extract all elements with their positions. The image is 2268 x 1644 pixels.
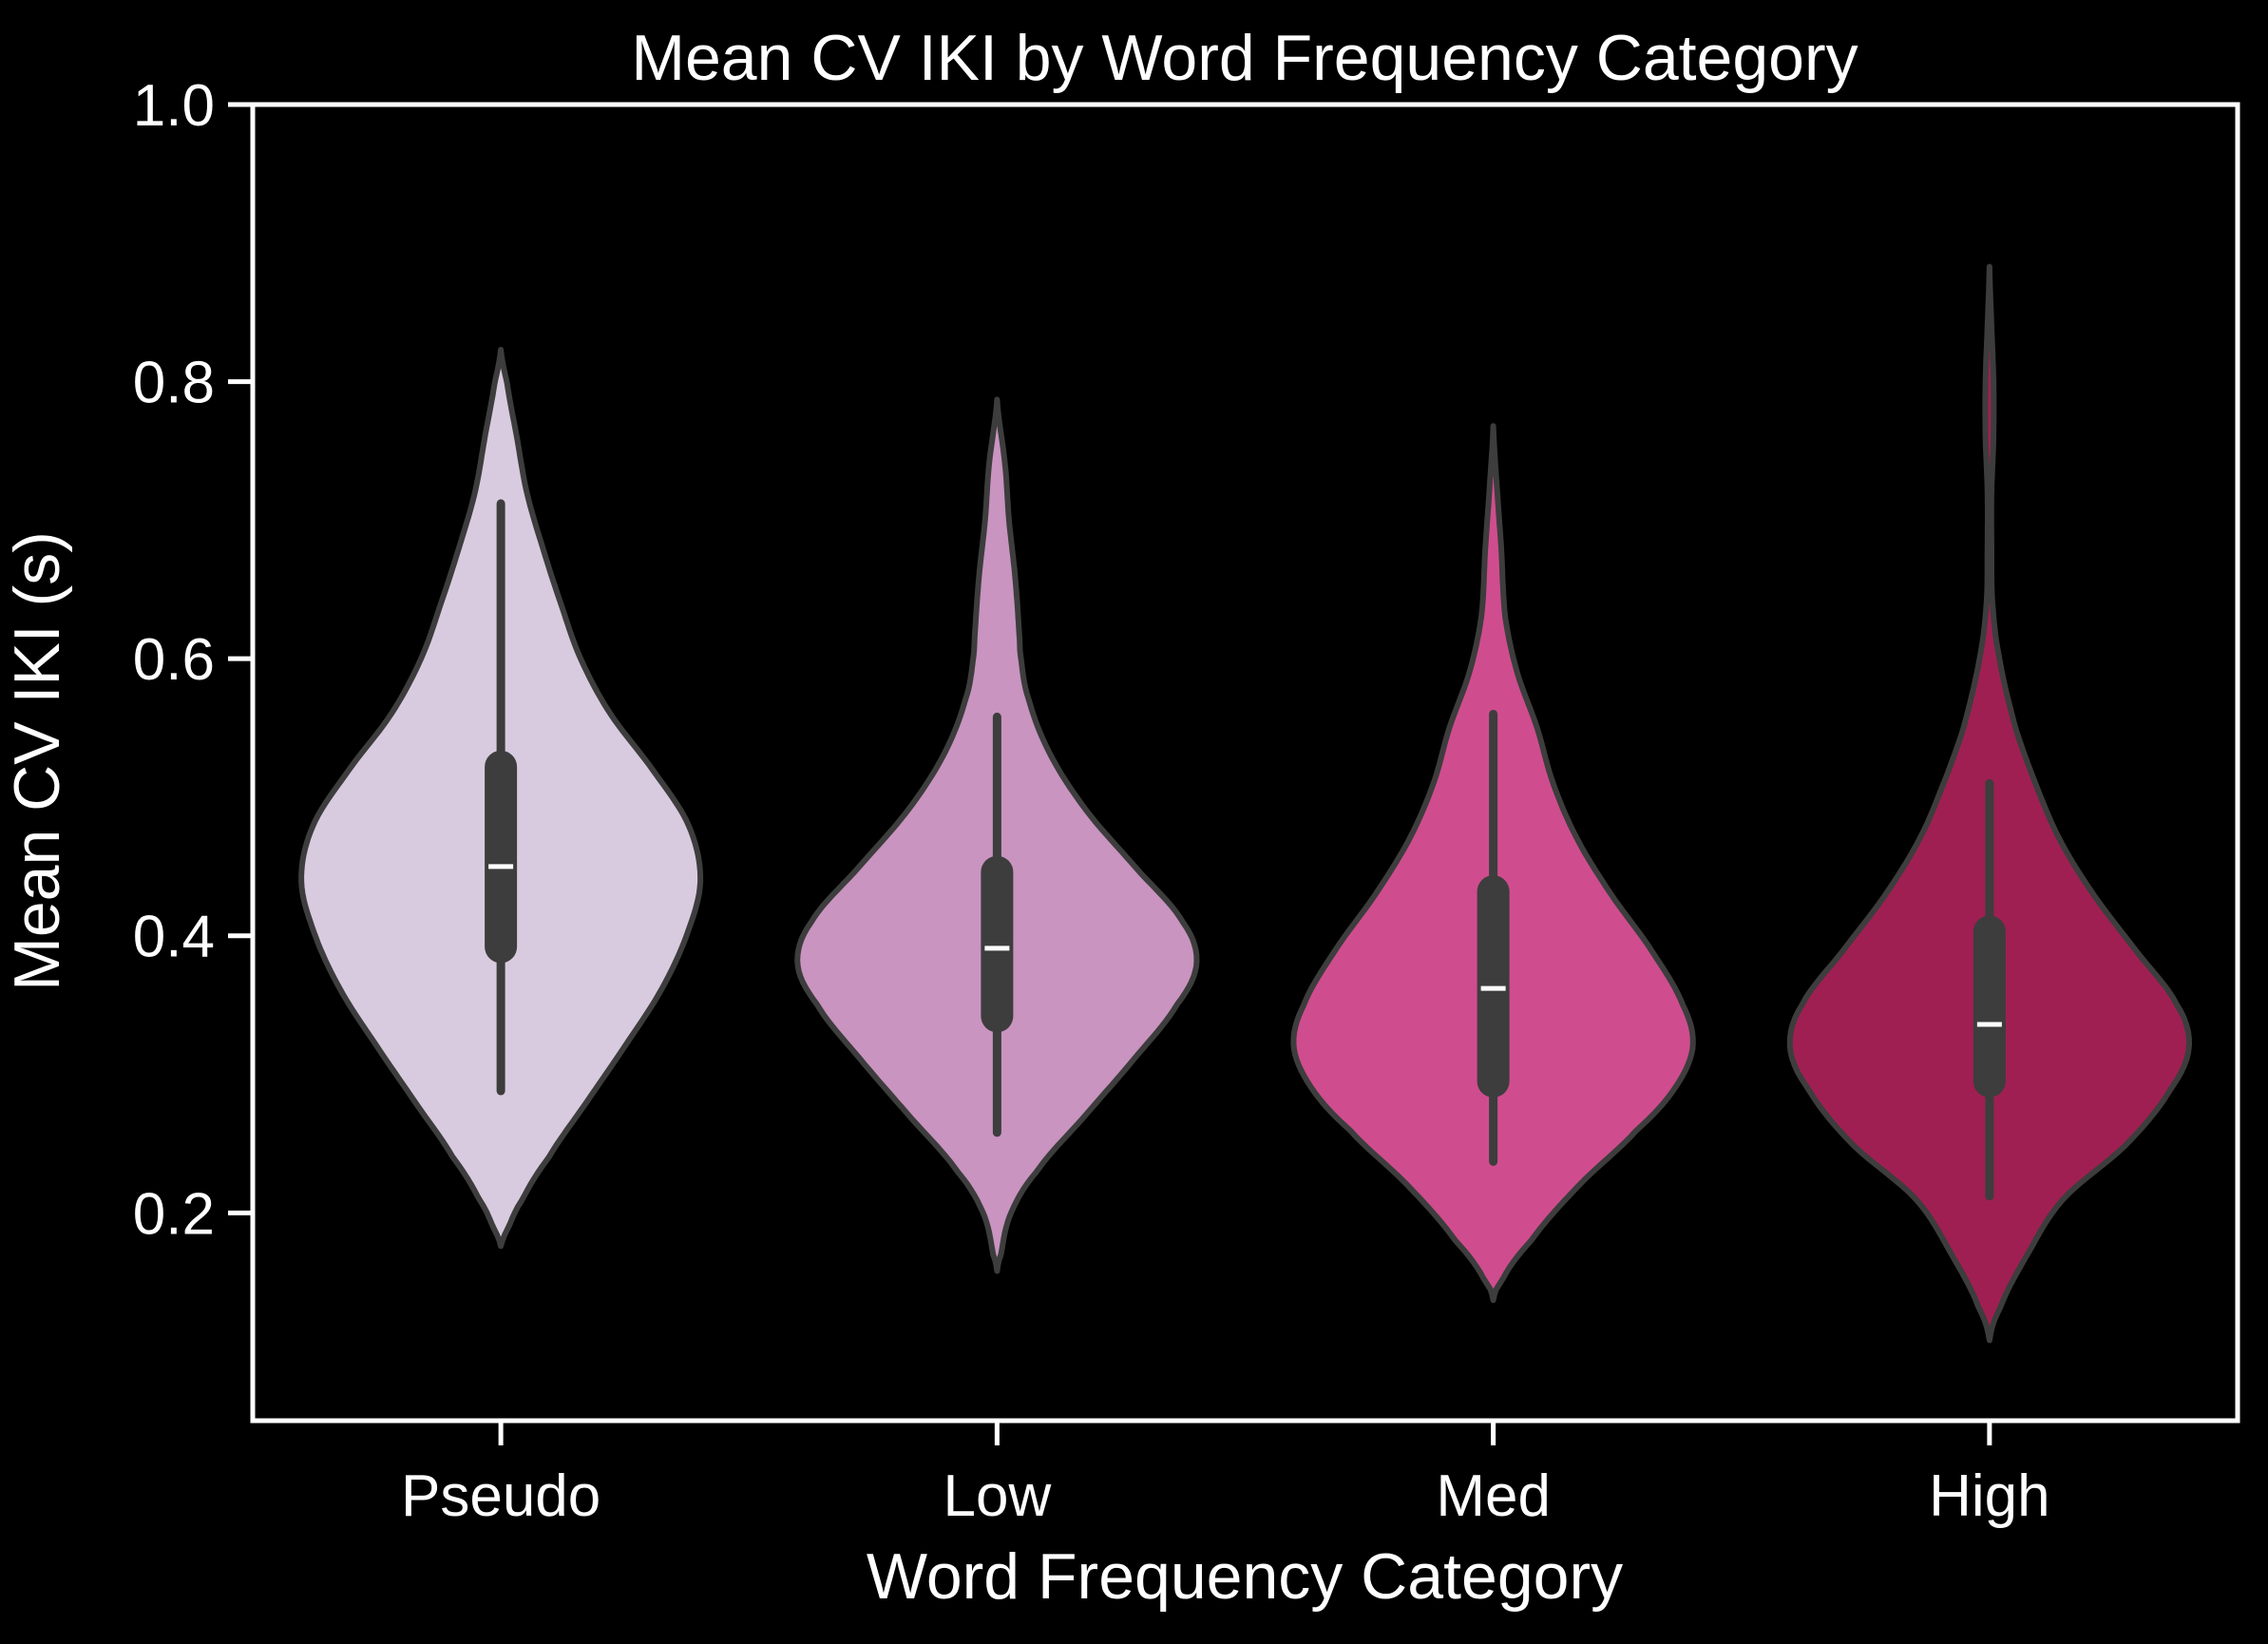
axes: 0.2 0.4 0.6 0.8 1.0 Pseudo Low Med High — [133, 73, 2240, 1529]
plot-area — [298, 263, 2192, 1344]
y-tick-label: 0.8 — [133, 351, 215, 416]
y-axis-label: Mean CV IKI (s) — [1, 531, 73, 991]
x-tick-label-pseudo: Pseudo — [401, 1463, 600, 1529]
y-tick-label: 0.2 — [133, 1181, 215, 1247]
y-tick-label: 1.0 — [133, 73, 215, 139]
violin-pseudo — [298, 347, 704, 1250]
y-tick-label: 0.4 — [133, 905, 215, 970]
violin-low — [794, 396, 1200, 1274]
x-tick-label-low: Low — [943, 1463, 1052, 1529]
x-tick-label-med: Med — [1436, 1463, 1551, 1529]
x-tick-label-high: High — [1929, 1463, 2050, 1529]
plot-frame — [250, 102, 2240, 1424]
chart-title: Mean CV IKI by Word Frequency Category — [631, 22, 1858, 94]
y-tick-label: 0.6 — [133, 627, 215, 693]
violin-med — [1290, 423, 1696, 1304]
x-axis-label: Word Frequency Category — [867, 1540, 1623, 1613]
violin-high — [1786, 263, 2192, 1344]
